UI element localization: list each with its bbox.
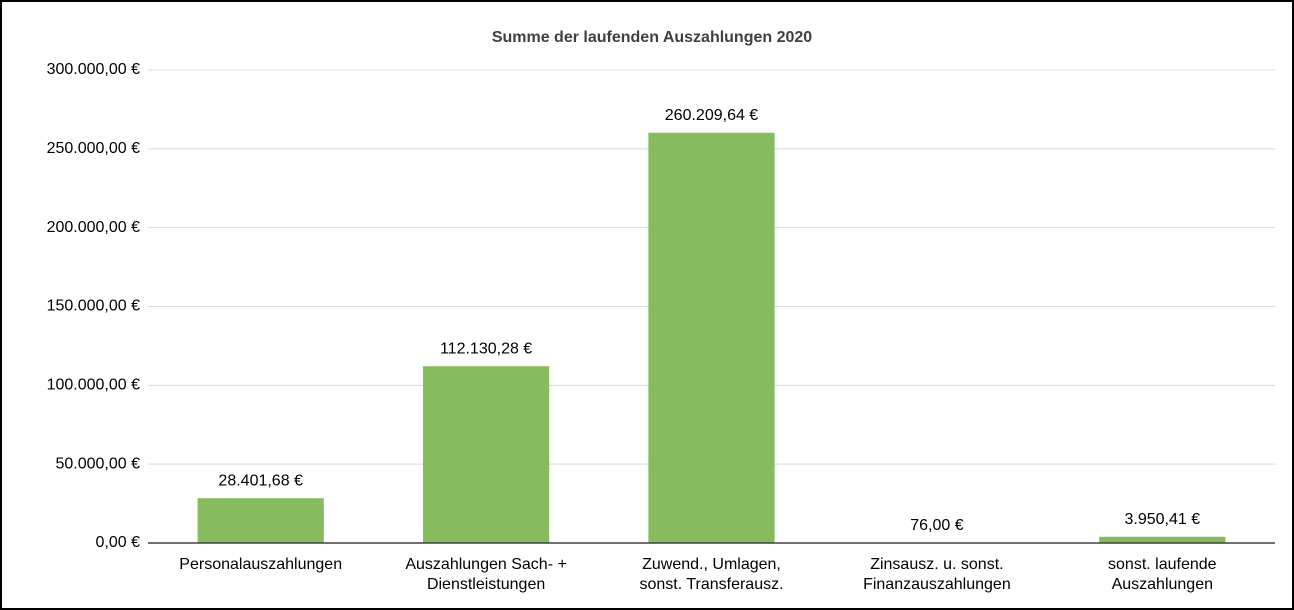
x-tick-label-line: Finanzauszahlungen	[863, 576, 1011, 593]
bar	[197, 498, 324, 543]
chart-title: Summe der laufenden Auszahlungen 2020	[492, 29, 812, 46]
x-tick-label-line: Personalauszahlungen	[179, 556, 342, 573]
data-label: 260.209,64 €	[665, 107, 759, 124]
x-tick-label: Zuwend., Umlagen, sonst. Transferausz.	[639, 556, 783, 593]
y-tick-label: 100.000,00 €	[47, 377, 141, 394]
data-label: 112.130,28 €	[440, 340, 532, 357]
data-label: 3.950,41 €	[1124, 511, 1200, 528]
x-tick-label-line: sonst. laufende	[1108, 556, 1217, 573]
x-tick-label: Auszahlungen Sach- + Dienstleistungen	[405, 556, 566, 593]
x-tick-label-line: Zinsausz. u. sonst.	[870, 556, 1003, 573]
x-tick-label-line: Zuwend., Umlagen,	[642, 556, 781, 573]
y-tick-label: 250.000,00 €	[47, 140, 141, 157]
data-label: 76,00 €	[910, 517, 963, 534]
bar	[1099, 536, 1226, 543]
y-tick-label: 200.000,00 €	[47, 219, 141, 236]
y-tick-label: 0,00 €	[96, 534, 141, 551]
bar	[422, 366, 550, 543]
bar	[648, 132, 775, 543]
x-tick-label-line: Dienstleistungen	[427, 576, 545, 593]
x-tick-label: sonst. laufende Auszahlungen	[1108, 556, 1217, 593]
y-tick-label: 50.000,00 €	[55, 455, 140, 472]
data-label: 28.401,68 €	[218, 472, 303, 489]
y-tick-label: 300.000,00 €	[47, 61, 141, 78]
x-tick-label-line: Auszahlungen	[1112, 576, 1213, 593]
x-tick-label: Personalauszahlungen	[179, 556, 342, 573]
x-tick-label-line: Auszahlungen Sach- +	[405, 556, 566, 573]
y-tick-label: 150.000,00 €	[47, 298, 141, 315]
x-tick-label-line: sonst. Transferausz.	[639, 576, 783, 593]
x-tick-label: Zinsausz. u. sonst. Finanzauszahlungen	[863, 556, 1011, 593]
